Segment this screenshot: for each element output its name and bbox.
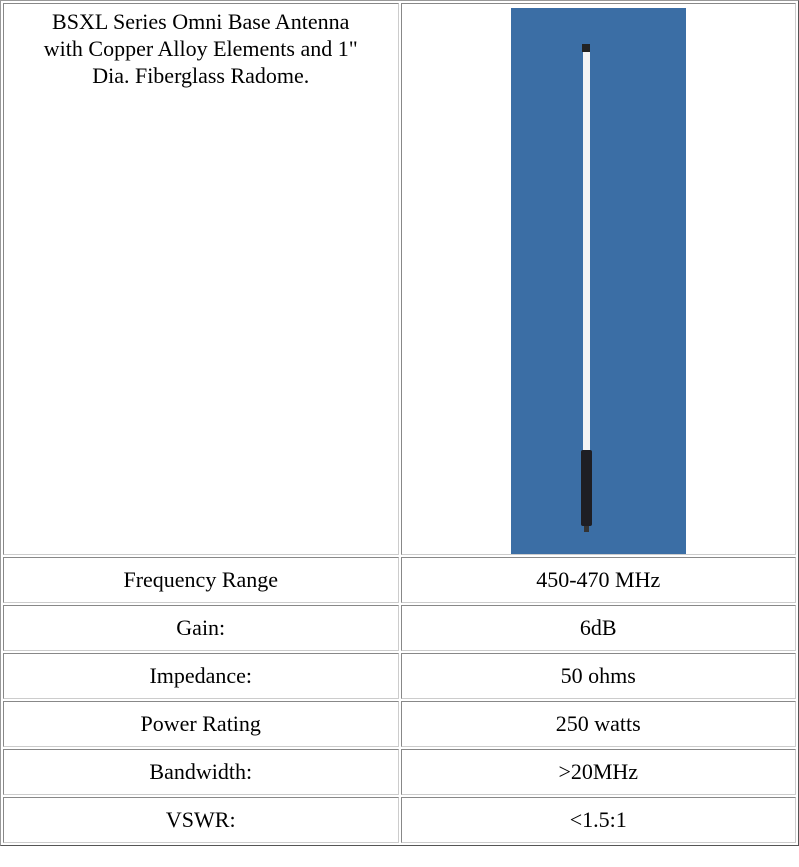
spec-value: 250 watts — [400, 701, 796, 747]
spec-label: Gain: — [3, 605, 399, 651]
spec-label: VSWR: — [3, 797, 399, 843]
antenna-image — [510, 8, 686, 554]
header-row: BSXL Series Omni Base Antenna with Coppe… — [3, 3, 796, 555]
antenna-connector — [583, 526, 589, 532]
spec-label: Bandwidth: — [3, 749, 399, 795]
description-cell: BSXL Series Omni Base Antenna with Coppe… — [3, 3, 399, 555]
spec-label: Frequency Range — [3, 557, 399, 603]
antenna-radome — [582, 52, 590, 452]
spec-row: Frequency Range 450-470 MHz — [3, 557, 796, 603]
spec-table: BSXL Series Omni Base Antenna with Coppe… — [0, 0, 799, 846]
spec-row: VSWR: <1.5:1 — [3, 797, 796, 843]
spec-row: Bandwidth: >20MHz — [3, 749, 796, 795]
spec-label: Impedance: — [3, 653, 399, 699]
spec-value: 450-470 MHz — [400, 557, 796, 603]
image-background — [510, 8, 686, 554]
spec-row: Impedance: 50 ohms — [3, 653, 796, 699]
spec-value: 6dB — [400, 605, 796, 651]
spec-value: >20MHz — [400, 749, 796, 795]
antenna-tip — [581, 44, 590, 52]
spec-label: Power Rating — [3, 701, 399, 747]
spec-value: <1.5:1 — [400, 797, 796, 843]
description: BSXL Series Omni Base Antenna with Coppe… — [43, 9, 358, 88]
spec-row: Power Rating 250 watts — [3, 701, 796, 747]
image-cell — [400, 3, 796, 555]
antenna-base — [580, 450, 592, 526]
spec-row: Gain: 6dB — [3, 605, 796, 651]
spec-value: 50 ohms — [400, 653, 796, 699]
